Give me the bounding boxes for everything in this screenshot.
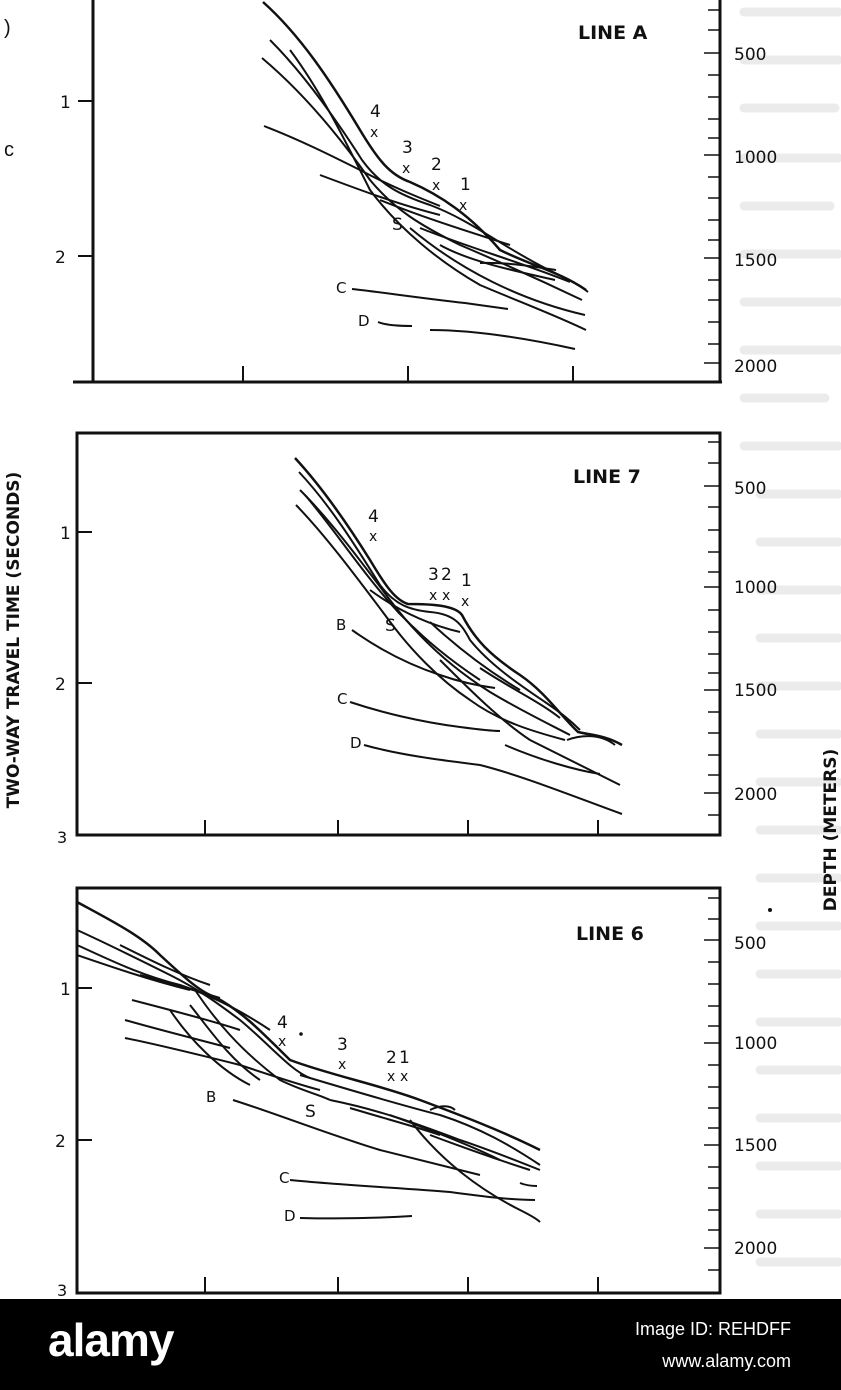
site-label: 4 (368, 507, 379, 527)
svg-text:x: x (370, 125, 378, 141)
horizon-label: D (284, 1207, 296, 1225)
panel-line-7-labels: LINE 7 1 2 3 500 1000 1500 2000 4 x 3 x … (55, 466, 777, 847)
seafloor-reflector (294, 457, 623, 747)
depth-axis-label: DEPTH (METERS) (821, 749, 841, 912)
site-label: 3 (428, 565, 439, 585)
panel-line-6 (75, 886, 722, 1295)
horizon-label: D (358, 312, 370, 330)
depth-tick-label: 1000 (734, 1034, 777, 1054)
horizon-label: C (279, 1169, 289, 1187)
svg-text:): ) (4, 17, 11, 39)
time-tick-label: 3 (57, 1281, 67, 1299)
horizon-c (351, 288, 509, 310)
show-through-text (739, 7, 841, 1267)
time-tick-label: 3 (57, 828, 67, 847)
time-axis-label: TWO-WAY TRAVEL TIME (SECONDS) (4, 472, 24, 809)
depth-tick-label: 500 (734, 45, 766, 65)
panel-frame (75, 431, 722, 837)
horizon-label: S (385, 616, 396, 636)
horizon-label: S (305, 1102, 316, 1122)
site-label: 1 (399, 1048, 410, 1068)
site-label: 4 (370, 102, 381, 122)
svg-text:x: x (400, 1069, 408, 1085)
svg-text:x: x (429, 588, 437, 604)
svg-text:x: x (369, 529, 377, 545)
horizon-d (299, 1215, 413, 1220)
time-tick-label: 2 (55, 675, 66, 695)
svg-text:x: x (459, 198, 467, 214)
site-label: 1 (461, 571, 472, 591)
time-tick-label: 2 (55, 1132, 66, 1152)
svg-text:x: x (461, 594, 469, 610)
svg-text:x: x (338, 1057, 346, 1073)
depth-tick-label: 2000 (734, 357, 777, 377)
site-label: 4 (277, 1013, 288, 1033)
seismic-profile-figure: ) c TWO-WAY TRAVEL TIME (SECONDS) DEPTH … (4, 0, 841, 1299)
depth-tick-label: 1000 (734, 148, 777, 168)
site-label: 2 (386, 1048, 397, 1068)
horizon-label: S (392, 215, 403, 235)
watermark-url: www.alamy.com (662, 1351, 791, 1371)
horizon-label: C (336, 279, 346, 297)
time-tick-label: 1 (60, 980, 71, 1000)
horizon-d (377, 321, 413, 327)
time-tick-label: 1 (60, 93, 71, 113)
horizon-c (289, 1179, 536, 1201)
watermark-banner: alamy Image ID: REHDFF www.alamy.com (0, 1299, 841, 1390)
svg-text:x: x (442, 588, 450, 604)
horizon-label: B (336, 616, 346, 634)
depth-tick-label: 2000 (734, 1239, 777, 1259)
site-label: 3 (402, 138, 413, 158)
panel-line-a (73, 0, 722, 384)
depth-tick-label: 500 (734, 934, 766, 954)
site-label: 3 (337, 1035, 348, 1055)
time-tick-label: 2 (55, 248, 66, 268)
panel-frame (75, 886, 722, 1295)
depth-tick-label: 2000 (734, 785, 777, 805)
horizon-c (349, 701, 501, 732)
site-label: 2 (441, 565, 452, 585)
alamy-logo: alamy (48, 1314, 174, 1366)
horizon-d (363, 744, 623, 815)
panel-line-6-labels: LINE 6 1 2 3 500 1000 1500 2000 4 x 3 x … (55, 908, 777, 1299)
seafloor-reflector (76, 900, 541, 1152)
svg-text:x: x (278, 1034, 286, 1050)
seafloor-reflector (262, 1, 587, 292)
site-label: 1 (460, 175, 471, 195)
panel-title: LINE 6 (576, 923, 644, 945)
svg-text:x: x (432, 178, 440, 194)
depth-tick-label: 1500 (734, 1136, 777, 1156)
panel-title: LINE A (578, 22, 648, 44)
panel-line-7 (75, 431, 722, 837)
horizon-label: B (206, 1088, 216, 1106)
svg-text:x: x (387, 1069, 395, 1085)
svg-text:c: c (4, 139, 14, 161)
horizon-label: D (350, 734, 362, 752)
horizon-label: C (337, 690, 347, 708)
depth-tick-label: 1500 (734, 681, 777, 701)
panel-title: LINE 7 (573, 466, 641, 488)
site-label: 2 (431, 155, 442, 175)
time-tick-label: 1 (60, 524, 71, 544)
depth-tick-label: 500 (734, 479, 766, 499)
depth-tick-label: 1000 (734, 578, 777, 598)
image-id-label: Image ID: REHDFF (634, 1319, 791, 1339)
depth-tick-label: 1500 (734, 251, 777, 271)
svg-text:x: x (402, 161, 410, 177)
panel-line-a-labels: LINE A 1 2 500 1000 1500 2000 4 x 3 x 2 … (55, 22, 777, 377)
